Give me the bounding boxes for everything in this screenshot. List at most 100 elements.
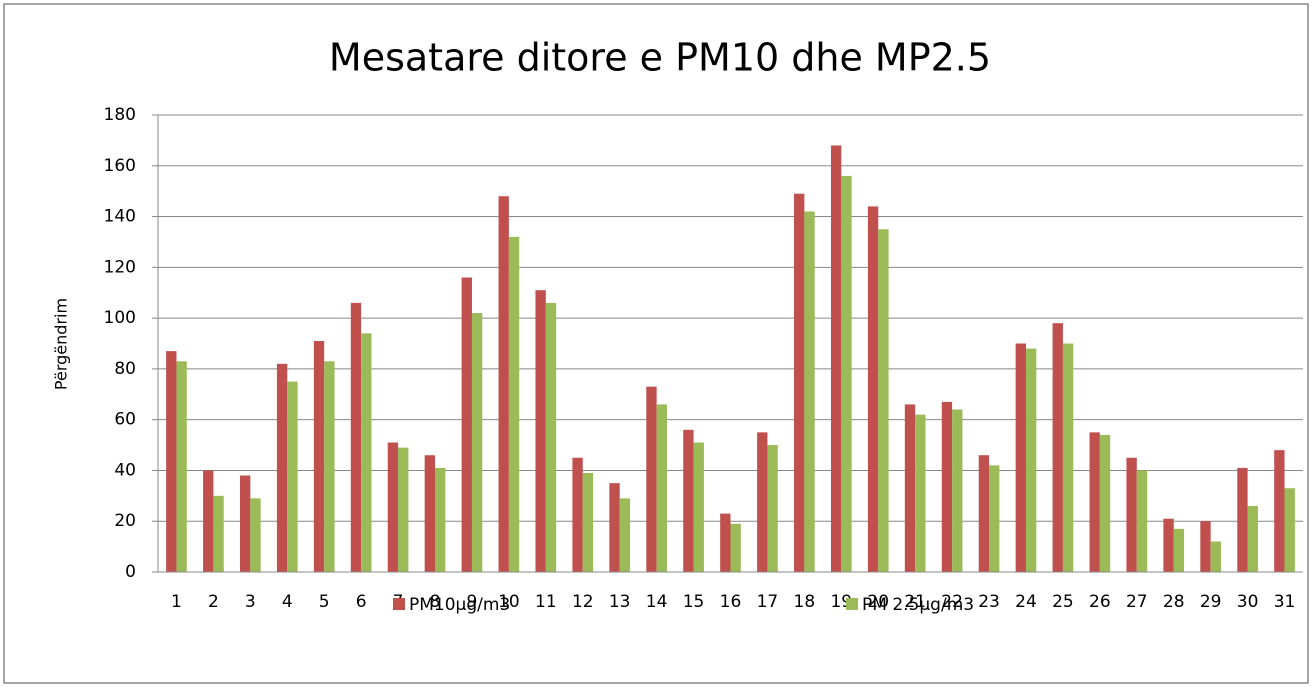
bar	[461, 277, 472, 572]
bar	[176, 361, 187, 572]
y-tick-label: 140	[104, 207, 136, 227]
chart-border	[3, 3, 1309, 684]
x-tick-label: 6	[356, 592, 367, 612]
x-tick-label: 31	[1274, 592, 1296, 612]
x-tick-label: 11	[535, 592, 557, 612]
bar	[1173, 528, 1185, 572]
bar	[904, 404, 916, 572]
bar	[387, 442, 399, 572]
bar	[1136, 470, 1148, 572]
bar	[1089, 432, 1100, 572]
bar	[757, 432, 768, 572]
x-tick-label: 29	[1200, 592, 1222, 612]
bar	[545, 302, 557, 572]
bar	[1015, 343, 1026, 572]
bar	[1052, 323, 1063, 572]
x-tick-label: 24	[1015, 592, 1037, 612]
x-tick-label: 23	[978, 592, 1000, 612]
y-tick-label: 120	[104, 257, 136, 277]
x-tick-label: 9	[467, 592, 478, 612]
bar	[693, 442, 704, 572]
bar	[609, 483, 620, 572]
bar	[1210, 541, 1222, 572]
x-tick-label: 10	[498, 592, 520, 612]
legend-swatch	[846, 598, 858, 610]
x-tick-label: 18	[794, 592, 816, 612]
bar	[1163, 518, 1174, 572]
bar	[978, 455, 990, 572]
x-tick-label: 2	[208, 592, 219, 612]
x-tick-label: 17	[757, 592, 779, 612]
bar	[424, 455, 436, 572]
bar	[1025, 348, 1037, 572]
y-tick-label: 40	[114, 460, 136, 480]
bar	[1126, 457, 1137, 572]
bar	[1062, 343, 1074, 572]
x-tick-label: 21	[904, 592, 926, 612]
x-tick-label: 28	[1163, 592, 1185, 612]
legend-label: PM 2.5µg/m3	[862, 595, 974, 615]
x-tick-label: 12	[572, 592, 594, 612]
y-tick-label: 160	[104, 156, 136, 176]
bar	[804, 211, 815, 572]
bar	[250, 498, 261, 572]
bar	[683, 429, 694, 572]
x-tick-label: 30	[1237, 592, 1259, 612]
bar	[941, 401, 953, 572]
x-tick-label: 8	[430, 592, 441, 612]
chart-title: Mesatare ditore e PM10 dhe MP2.5	[329, 36, 991, 80]
x-tick-label: 25	[1052, 592, 1074, 612]
bar	[498, 196, 509, 572]
bar	[508, 236, 520, 572]
x-tick-label: 22	[941, 592, 963, 612]
x-tick-label: 5	[319, 592, 330, 612]
bar	[313, 340, 325, 572]
y-tick-label: 180	[104, 105, 136, 125]
y-tick-label: 0	[125, 562, 136, 582]
bar	[619, 498, 631, 572]
y-tick-label: 100	[104, 308, 136, 328]
bar	[915, 414, 926, 572]
bar	[239, 475, 251, 572]
bar	[435, 467, 446, 572]
bar	[720, 513, 731, 572]
bar	[767, 445, 778, 572]
bar	[646, 386, 657, 572]
bar	[572, 457, 583, 572]
x-tick-label: 20	[867, 592, 889, 612]
x-tick-label: 27	[1126, 592, 1148, 612]
bar	[952, 409, 963, 572]
x-tick-label: 13	[609, 592, 631, 612]
bar	[1200, 521, 1211, 572]
bar	[989, 465, 1000, 572]
bar	[471, 313, 483, 572]
x-tick-label: 1	[171, 592, 182, 612]
bar	[1274, 450, 1285, 572]
bar	[841, 175, 852, 572]
y-tick-label: 60	[114, 410, 136, 430]
bar	[656, 404, 667, 572]
y-tick-label: 20	[114, 511, 136, 531]
legend-swatch	[393, 598, 405, 610]
x-tick-label: 4	[282, 592, 293, 612]
x-tick-label: 3	[245, 592, 256, 612]
bar	[1099, 434, 1111, 572]
bar	[213, 495, 224, 572]
x-tick-label: 26	[1089, 592, 1111, 612]
bar	[350, 302, 362, 572]
bar	[166, 351, 177, 572]
legend-label: PM10µg/m3	[409, 595, 510, 615]
x-tick-label: 14	[646, 592, 668, 612]
y-axis-label: Përgëndrim	[52, 298, 71, 390]
bar	[794, 193, 805, 572]
bar	[582, 472, 594, 572]
bar	[878, 229, 889, 572]
bar	[867, 206, 879, 572]
y-tick-label: 80	[114, 359, 136, 379]
bar	[361, 333, 372, 572]
bar	[203, 470, 214, 572]
bar	[287, 381, 298, 572]
bar	[398, 447, 409, 572]
bar	[830, 145, 842, 572]
